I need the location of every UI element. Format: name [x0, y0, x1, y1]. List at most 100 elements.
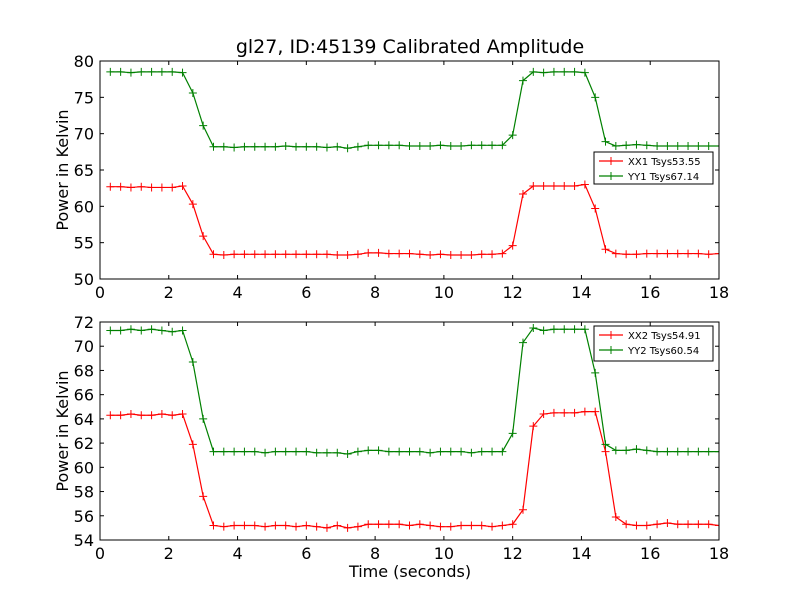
data-point-marker: [518, 76, 527, 85]
data-point-marker: [477, 447, 486, 456]
data-point-marker: [230, 521, 239, 530]
data-point-marker: [126, 68, 135, 77]
data-point-marker: [353, 142, 362, 151]
data-point-marker: [498, 141, 507, 150]
data-point-marker: [622, 446, 631, 455]
data-point-marker: [457, 251, 466, 260]
x-tick-label: 4: [232, 283, 242, 302]
data-point-marker: [343, 523, 352, 532]
legend-entry-label: XX1 Tsys53.55: [628, 157, 701, 168]
data-point-marker: [384, 520, 393, 529]
data-point-marker: [611, 512, 620, 521]
y-tick-label: 65: [74, 161, 94, 180]
data-point-marker: [261, 522, 270, 531]
data-point-marker: [704, 447, 713, 456]
data-point-marker: [147, 325, 156, 334]
data-point-marker: [622, 141, 631, 150]
legend-box: [593, 325, 714, 362]
data-point-marker: [498, 249, 507, 258]
data-point-marker: [343, 251, 352, 260]
data-point-marker: [106, 67, 115, 76]
x-tick-label: 6: [301, 544, 311, 563]
data-point-marker: [477, 141, 486, 150]
legend-swatch-marker: [607, 331, 615, 339]
data-point-marker: [137, 326, 146, 335]
x-tick-label: 10: [434, 283, 454, 302]
series-2-1: [106, 407, 719, 532]
data-point-marker: [302, 521, 311, 530]
data-point-marker: [591, 204, 600, 213]
data-point-marker: [384, 141, 393, 150]
data-point-marker: [467, 448, 476, 457]
data-point-marker: [715, 447, 719, 456]
data-point-marker: [457, 142, 466, 151]
data-point-marker: [611, 446, 620, 455]
data-point-marker: [663, 249, 672, 258]
data-point-marker: [188, 200, 197, 209]
data-point-marker: [673, 447, 682, 456]
x-axis-label: Time (seconds): [348, 562, 471, 581]
data-point-marker: [694, 142, 703, 151]
data-point-marker: [116, 326, 125, 335]
data-point-marker: [622, 250, 631, 259]
data-point-marker: [518, 338, 527, 347]
y-tick-label: 68: [74, 361, 94, 380]
legend: XX1 Tsys53.55 YY1 Tsys67.14: [593, 151, 714, 185]
data-point-marker: [426, 251, 435, 260]
data-point-marker: [601, 137, 610, 146]
data-point-marker: [116, 182, 125, 191]
y-tick-label: 50: [74, 270, 94, 289]
data-point-marker: [508, 131, 517, 140]
data-point-marker: [364, 446, 373, 455]
x-tick-label: 2: [164, 283, 174, 302]
data-point-marker: [157, 410, 166, 419]
data-point-marker: [673, 142, 682, 151]
data-point-marker: [694, 447, 703, 456]
data-point-marker: [549, 408, 558, 417]
data-point-marker: [364, 248, 373, 257]
data-point-marker: [642, 249, 651, 258]
data-point-marker: [292, 522, 301, 531]
y-tick-label: 64: [74, 410, 94, 429]
x-tick-label: 18: [709, 283, 729, 302]
data-point-marker: [384, 447, 393, 456]
data-point-marker: [549, 181, 558, 190]
data-point-marker: [157, 67, 166, 76]
data-point-marker: [570, 181, 579, 190]
y-tick-label: 70: [74, 337, 94, 356]
data-point-marker: [322, 448, 331, 457]
data-point-marker: [147, 67, 156, 76]
x-tick-label: 6: [301, 283, 311, 302]
data-point-marker: [240, 447, 249, 456]
data-point-marker: [302, 447, 311, 456]
data-point-marker: [374, 248, 383, 257]
data-point-marker: [157, 326, 166, 335]
data-point-marker: [715, 249, 719, 258]
data-point-marker: [333, 142, 342, 151]
legend-entry-label: YY1 Tsys67.14: [627, 172, 699, 183]
data-point-marker: [570, 408, 579, 417]
series-2-2: [106, 324, 719, 459]
data-point-marker: [591, 407, 600, 416]
chart-title: gl27, ID:45139 Calibrated Amplitude: [236, 36, 584, 58]
data-point-marker: [395, 520, 404, 529]
x-tick-label: 0: [95, 544, 105, 563]
data-point-marker: [209, 521, 218, 530]
data-point-marker: [374, 141, 383, 150]
data-point-marker: [292, 447, 301, 456]
data-point-marker: [312, 448, 321, 457]
data-point-marker: [137, 182, 146, 191]
data-point-marker: [374, 446, 383, 455]
data-point-marker: [395, 447, 404, 456]
data-point-marker: [653, 447, 662, 456]
data-point-marker: [405, 142, 414, 151]
data-point-marker: [488, 522, 497, 531]
legend-entry-label: XX2 Tsys54.91: [628, 331, 701, 342]
data-point-marker: [281, 447, 290, 456]
data-point-marker: [415, 520, 424, 529]
data-point-marker: [653, 520, 662, 529]
data-point-marker: [199, 121, 208, 130]
data-point-marker: [343, 144, 352, 153]
